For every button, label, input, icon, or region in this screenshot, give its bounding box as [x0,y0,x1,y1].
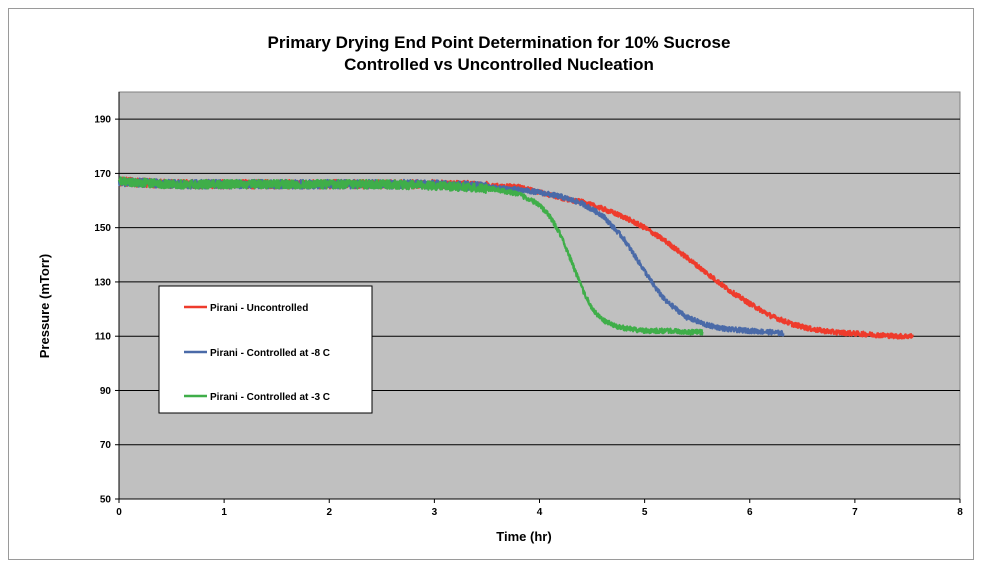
y-tick-label: 150 [94,223,111,234]
axes: 50 70 90 110 130 150 170 190 0 1 2 3 4 5 6 7 8 [94,92,963,518]
legend-label-controlled-minus-3: Pirani - Controlled at -3 C [210,392,330,403]
chart-frame: Primary Drying End Point Determination f… [8,8,974,560]
y-tick-label: 70 [100,440,112,451]
x-tick-label: 4 [537,507,543,518]
x-tick-label: 7 [852,507,858,518]
y-axis-label: Pressure (mTorr) [37,254,52,359]
chart-title: Primary Drying End Point Determination f… [268,33,731,52]
series-line-2 [117,176,704,336]
x-tick-label: 0 [116,507,122,518]
chart-subtitle: Controlled vs Uncontrolled Nucleation [344,55,654,74]
x-tick-label: 1 [221,507,227,518]
x-axis-label: Time (hr) [496,529,551,544]
y-tick-label: 50 [100,495,112,506]
x-tick-label: 2 [326,507,332,518]
y-tick-label: 170 [94,169,111,180]
y-tick-label: 190 [94,115,111,126]
y-tick-label: 110 [95,332,112,343]
series-lines [117,176,914,340]
chart: Primary Drying End Point Determination f… [37,33,963,544]
y-tick-label: 130 [94,277,111,288]
x-tick-label: 8 [957,507,963,518]
x-tick-label: 6 [747,507,753,518]
legend-label-uncontrolled: Pirani - Uncontrolled [210,303,308,314]
legend-label-controlled-minus-8: Pirani - Controlled at -8 C [210,348,330,359]
legend: Pirani - Uncontrolled Pirani - Controlle… [158,285,373,414]
x-tick-label: 3 [432,507,438,518]
x-tick-label: 5 [642,507,648,518]
axis-lines [118,92,960,500]
y-tick-label: 90 [100,386,112,397]
